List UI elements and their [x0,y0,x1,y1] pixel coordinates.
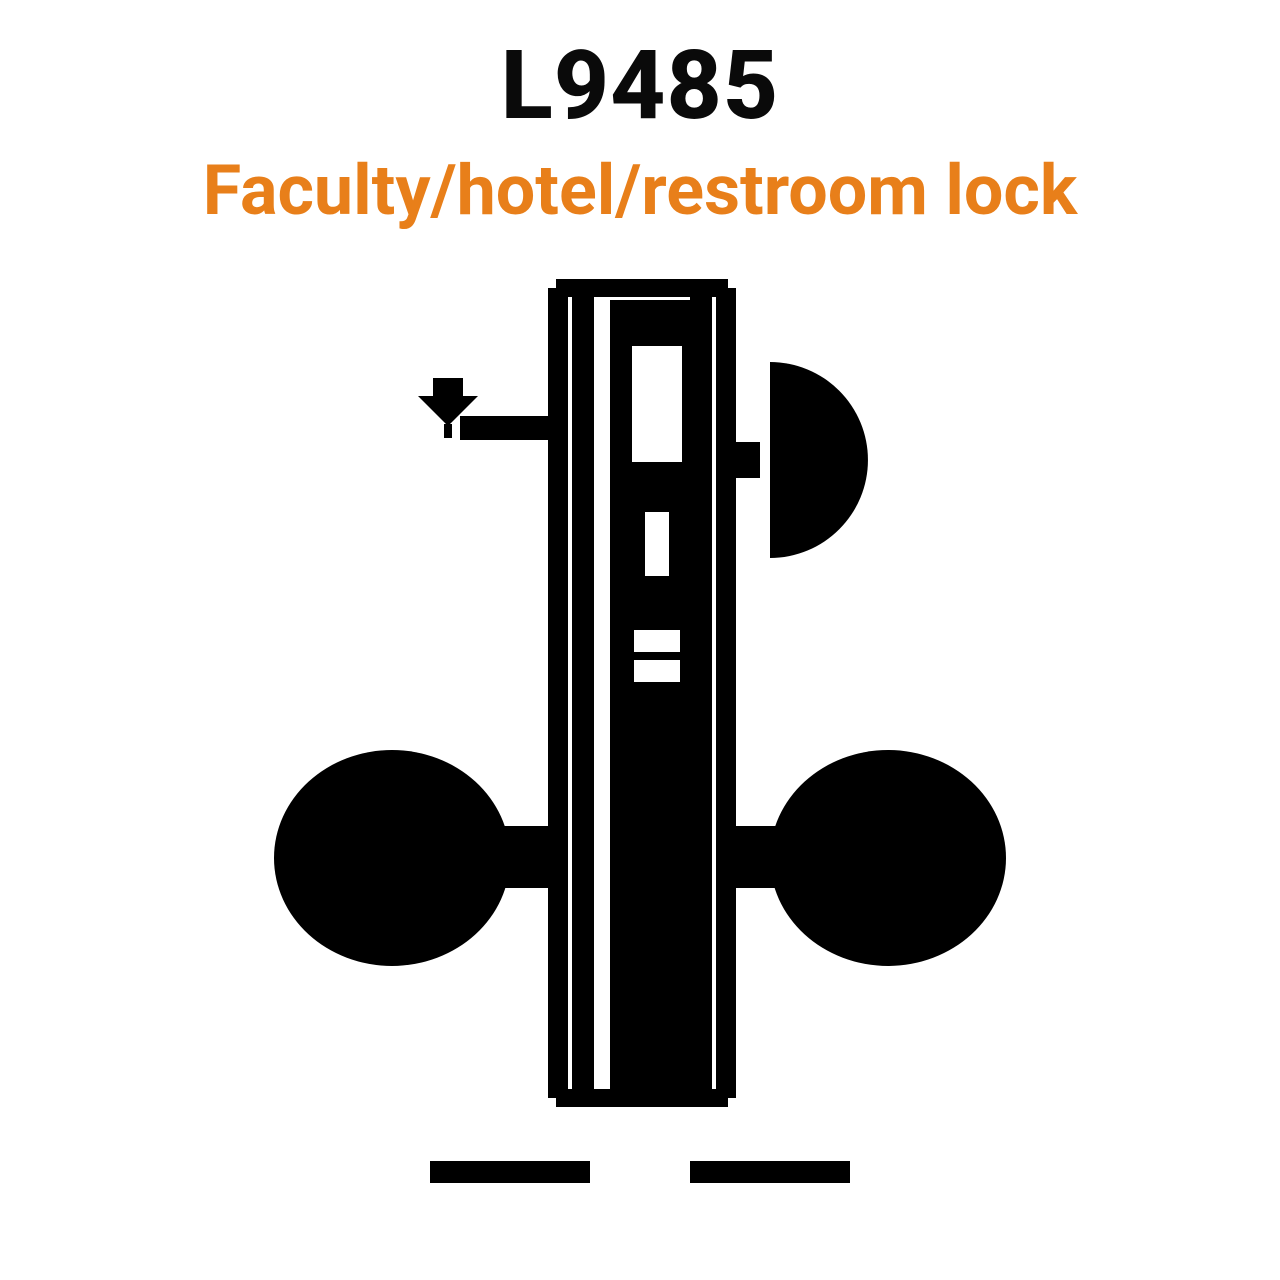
diagram-shape [720,442,760,478]
left-rail [572,288,594,1098]
indicator-slot [645,512,669,576]
cylinder-icon [770,362,868,558]
lock-diagram [0,0,1280,1280]
right-knob-icon [770,750,1006,966]
keyhole-slot [632,346,682,462]
left-knob-icon [274,750,510,966]
diagram-shape [444,424,452,438]
latch-slot-1 [634,630,680,652]
turn-piece-bar [460,416,556,440]
latch-slot-2 [634,660,680,682]
diagram-shape [617,657,633,685]
